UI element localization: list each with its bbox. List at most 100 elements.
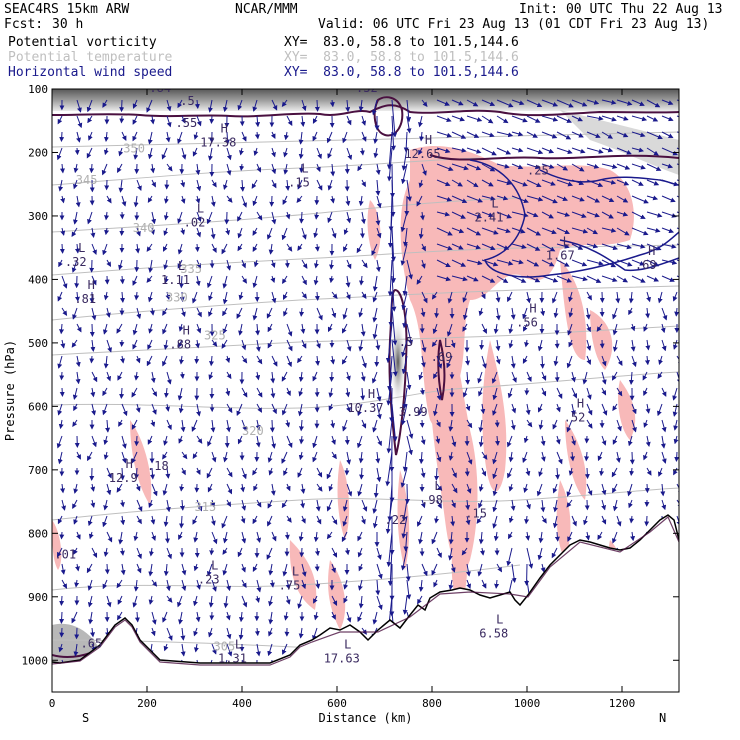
wind-arrow xyxy=(401,163,408,185)
wind-arrow xyxy=(102,99,108,108)
wind-arrow xyxy=(372,499,378,514)
wind-arrow xyxy=(631,275,646,283)
wind-arrow xyxy=(406,323,414,346)
wind-arrow xyxy=(358,579,363,591)
wind-arrow xyxy=(297,179,303,190)
wind-arrow xyxy=(661,195,676,203)
wind-arrow xyxy=(342,323,348,334)
wind-arrow xyxy=(552,419,558,430)
wind-arrow xyxy=(556,163,569,171)
wind-arrow xyxy=(540,307,546,317)
wind-arrow xyxy=(539,355,545,369)
wind-arrow xyxy=(165,403,171,412)
wind-arrow xyxy=(238,627,244,640)
wind-arrow xyxy=(615,451,621,463)
wind-arrow xyxy=(271,291,277,304)
wind-arrow xyxy=(391,339,398,377)
wind-arrow xyxy=(631,195,649,204)
wind-arrow xyxy=(375,259,381,273)
wind-arrow xyxy=(566,483,573,497)
wind-arrow xyxy=(221,243,228,255)
wind-arrow xyxy=(343,227,349,235)
wind-arrow xyxy=(135,483,141,492)
wind-arrow xyxy=(226,147,232,161)
wind-arrow xyxy=(193,627,199,637)
wind-arrow xyxy=(601,115,617,122)
wind-arrow xyxy=(419,131,425,142)
extremum-value: .15 xyxy=(288,176,310,190)
wind-arrow xyxy=(466,99,479,107)
wind-arrow xyxy=(496,211,512,219)
wind-arrow xyxy=(252,195,258,207)
wind-arrow xyxy=(601,259,617,268)
wind-arrow xyxy=(57,451,63,465)
wind-arrow xyxy=(282,563,288,577)
wind-arrow xyxy=(326,131,333,144)
wind-arrow xyxy=(209,547,215,556)
wind-arrow xyxy=(179,483,185,492)
wind-arrow xyxy=(75,371,81,385)
wind-arrow xyxy=(402,595,408,615)
wind-arrow xyxy=(329,275,335,284)
wind-arrow xyxy=(120,563,126,576)
wind-arrow xyxy=(222,291,228,305)
wind-arrow xyxy=(162,355,168,367)
wind-arrow xyxy=(571,243,584,250)
wind-arrow xyxy=(571,275,588,282)
wind-arrow xyxy=(526,243,541,251)
extremum-value: .02 xyxy=(184,216,206,230)
wind-arrow xyxy=(150,627,156,637)
wind-arrow xyxy=(466,579,471,589)
wind-arrow xyxy=(136,547,142,560)
wind-arrow xyxy=(270,387,276,399)
wind-arrow xyxy=(345,275,351,288)
wind-arrow xyxy=(616,163,631,170)
wind-arrow xyxy=(676,483,679,495)
wind-arrow xyxy=(226,627,232,640)
wind-arrow xyxy=(358,595,364,609)
x-axis-label: Distance (km) xyxy=(319,711,413,725)
wind-arrow xyxy=(106,195,112,204)
wind-arrow xyxy=(601,483,607,496)
wind-arrow xyxy=(643,387,648,397)
wind-arrow xyxy=(118,531,124,545)
wind-arrow xyxy=(118,179,124,193)
wind-arrow xyxy=(271,163,277,175)
wind-arrow xyxy=(643,323,648,332)
wind-arrow xyxy=(74,147,80,156)
wind-arrow xyxy=(436,387,442,401)
extremum-type: H xyxy=(368,387,375,401)
wind-arrow xyxy=(256,387,263,398)
wind-arrow xyxy=(616,227,630,236)
wind-arrow xyxy=(643,419,649,428)
wind-arrow xyxy=(465,499,471,511)
wind-arrow xyxy=(56,435,63,449)
wind-arrow xyxy=(297,595,303,609)
wind-arrow xyxy=(72,211,78,225)
wind-arrow xyxy=(526,371,532,382)
wind-arrow xyxy=(315,579,321,590)
wind-arrow xyxy=(103,547,109,557)
wind-arrow xyxy=(466,243,482,250)
y-tick-label: 900 xyxy=(28,591,48,604)
wind-arrow xyxy=(326,531,333,540)
wind-arrow xyxy=(331,451,337,460)
wind-arrow xyxy=(224,131,230,145)
wind-arrow xyxy=(117,371,123,381)
wind-arrow xyxy=(386,131,393,170)
wind-arrow xyxy=(211,179,217,188)
wind-arrow xyxy=(660,483,666,497)
wind-arrow xyxy=(281,451,288,464)
wind-arrow xyxy=(268,627,273,637)
extremum-type: L xyxy=(301,162,308,176)
wind-arrow xyxy=(132,115,138,125)
wind-arrow xyxy=(375,179,381,196)
wind-arrow xyxy=(451,259,467,267)
wind-arrow xyxy=(328,387,334,398)
wind-arrow xyxy=(431,531,438,545)
wind-arrow xyxy=(148,499,154,508)
wind-arrow xyxy=(266,307,273,319)
wind-arrow xyxy=(268,563,274,576)
wind-arrow xyxy=(86,563,93,574)
wind-arrow xyxy=(540,499,546,513)
